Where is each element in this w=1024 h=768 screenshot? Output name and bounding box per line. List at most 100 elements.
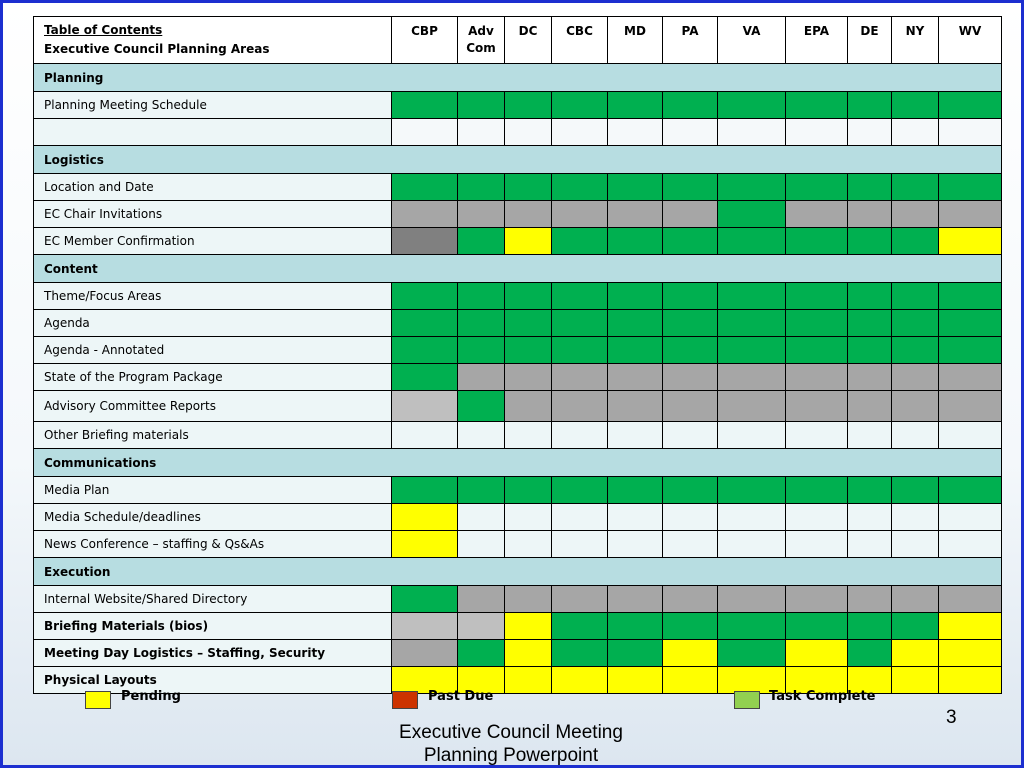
status-cell xyxy=(504,666,552,694)
status-cell xyxy=(785,666,848,694)
status-cell xyxy=(891,91,939,119)
column-header: EPA xyxy=(785,16,848,64)
status-cell xyxy=(847,363,892,391)
status-cell xyxy=(891,336,939,364)
status-cell xyxy=(847,200,892,228)
status-cell xyxy=(457,639,505,667)
status-cell xyxy=(717,530,786,558)
status-cell xyxy=(847,585,892,613)
column-header: NY xyxy=(891,16,939,64)
status-cell xyxy=(662,503,718,531)
status-cell xyxy=(847,639,892,667)
column-header: MD xyxy=(607,16,663,64)
status-cell xyxy=(551,390,608,422)
status-cell xyxy=(457,91,505,119)
status-cell xyxy=(891,612,939,640)
status-cell xyxy=(391,363,458,391)
status-cell xyxy=(938,666,1002,694)
status-cell xyxy=(717,476,786,504)
table-row: EC Member Confirmation xyxy=(33,227,1002,255)
table-row: Meeting Day Logistics – Staffing, Securi… xyxy=(33,639,1002,667)
table-row: Agenda xyxy=(33,309,1002,337)
section-row: Logistics xyxy=(33,145,1002,174)
column-header: DC xyxy=(504,16,552,64)
status-cell xyxy=(891,421,939,449)
column-header: PA xyxy=(662,16,718,64)
status-cell xyxy=(457,612,505,640)
status-cell xyxy=(391,91,458,119)
status-cell xyxy=(457,390,505,422)
status-cell xyxy=(938,282,1002,310)
status-cell xyxy=(938,118,1002,146)
status-cell xyxy=(662,390,718,422)
status-cell xyxy=(717,336,786,364)
status-cell xyxy=(391,336,458,364)
status-cell xyxy=(504,363,552,391)
table-row: News Conference – staffing & Qs&As xyxy=(33,530,1002,558)
status-cell xyxy=(607,639,663,667)
status-cell xyxy=(551,530,608,558)
status-cell xyxy=(847,390,892,422)
status-cell xyxy=(504,282,552,310)
status-cell xyxy=(847,227,892,255)
status-cell xyxy=(551,282,608,310)
status-cell xyxy=(662,118,718,146)
section-row: Communications xyxy=(33,448,1002,477)
status-cell xyxy=(457,476,505,504)
status-cell xyxy=(785,91,848,119)
status-cell xyxy=(891,118,939,146)
status-cell xyxy=(785,421,848,449)
status-cell xyxy=(504,118,552,146)
status-cell xyxy=(717,585,786,613)
section-label: Content xyxy=(33,254,1002,283)
table-row xyxy=(33,118,1002,146)
status-cell xyxy=(847,503,892,531)
status-cell xyxy=(891,390,939,422)
status-cell xyxy=(938,390,1002,422)
table-row: EC Chair Invitations xyxy=(33,200,1002,228)
table-row: Other Briefing materials xyxy=(33,421,1002,449)
status-cell xyxy=(504,200,552,228)
status-cell xyxy=(785,200,848,228)
legend-task-complete: Task Complete xyxy=(769,689,876,704)
status-cell xyxy=(457,200,505,228)
status-cell xyxy=(938,363,1002,391)
status-cell xyxy=(785,612,848,640)
status-cell xyxy=(504,227,552,255)
status-cell xyxy=(662,530,718,558)
status-cell xyxy=(891,666,939,694)
table-row: Planning Meeting Schedule xyxy=(33,91,1002,119)
status-cell xyxy=(717,91,786,119)
planning-status-table: Table of Contents Executive Council Plan… xyxy=(33,16,1002,694)
status-cell xyxy=(785,173,848,201)
status-cell xyxy=(891,476,939,504)
status-cell xyxy=(551,585,608,613)
status-cell xyxy=(717,118,786,146)
status-cell xyxy=(504,530,552,558)
status-cell xyxy=(662,336,718,364)
table-row: State of the Program Package xyxy=(33,363,1002,391)
status-cell xyxy=(607,530,663,558)
status-cell xyxy=(785,227,848,255)
status-cell xyxy=(504,336,552,364)
status-cell xyxy=(717,503,786,531)
status-cell xyxy=(785,503,848,531)
page-number: 3 xyxy=(946,707,957,728)
column-header: VA xyxy=(717,16,786,64)
table-body: Planning Planning Meeting Schedule Logisti… xyxy=(33,63,1002,694)
status-cell xyxy=(391,390,458,422)
status-cell xyxy=(662,585,718,613)
status-cell xyxy=(607,390,663,422)
status-cell xyxy=(551,200,608,228)
status-cell xyxy=(891,585,939,613)
status-cell xyxy=(504,503,552,531)
row-label: Internal Website/Shared Directory xyxy=(33,585,392,613)
table-title: Table of Contents xyxy=(44,23,163,37)
column-header: Adv Com xyxy=(457,16,505,64)
past-due-swatch xyxy=(392,691,418,709)
legend-past-due: Past Due xyxy=(428,689,494,704)
status-cell xyxy=(457,363,505,391)
status-cell xyxy=(457,118,505,146)
status-cell xyxy=(504,309,552,337)
status-cell xyxy=(662,612,718,640)
